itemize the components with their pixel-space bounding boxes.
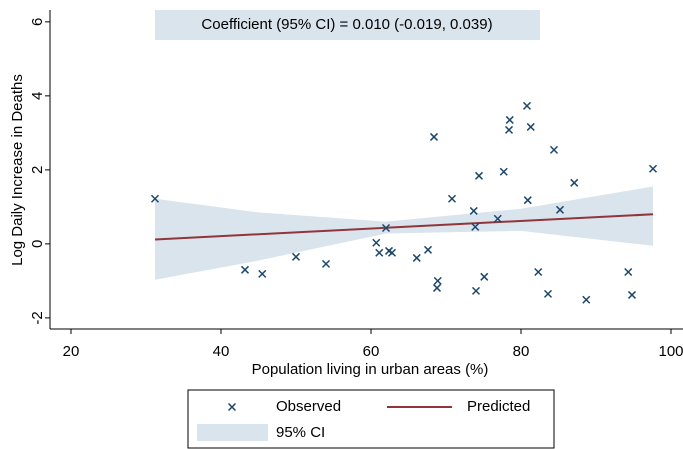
observed-point — [474, 171, 484, 180]
observed-point — [499, 167, 508, 176]
plot-area — [150, 101, 658, 304]
annotation: Coefficient (95% CI) = 0.010 (-0.019, 0.… — [201, 16, 492, 33]
legend-swatch — [197, 424, 268, 441]
legend-label: Predicted — [467, 398, 530, 415]
observed-point — [471, 222, 480, 231]
y-tick-label: 6 — [29, 18, 46, 26]
observed-point — [624, 267, 633, 277]
legend: Observed Predicted 95% CI — [197, 398, 530, 441]
observed-point — [627, 290, 637, 299]
observed-point — [372, 238, 381, 247]
observed-point — [471, 286, 481, 295]
observed-point — [570, 178, 579, 187]
observed-point — [543, 289, 553, 298]
observed-point — [523, 196, 532, 205]
legend-label: 95% CI — [276, 424, 325, 441]
y-tick-label: -2 — [29, 311, 46, 324]
y-tick-label: 0 — [29, 240, 46, 248]
observed-point — [432, 283, 442, 292]
observed-point — [522, 101, 532, 110]
observed-point — [291, 252, 301, 261]
observed-point — [549, 145, 559, 154]
axes: -2 0 2 4 6 20 40 60 80 100 — [29, 10, 683, 360]
observed-point — [469, 206, 478, 215]
observed-point — [423, 245, 433, 254]
observed-point — [582, 295, 591, 304]
observed-point — [412, 253, 421, 262]
y-axis-title: Log Daily Increase in Deaths — [9, 74, 26, 266]
observed-point — [258, 269, 267, 278]
observed-point — [504, 125, 514, 134]
observed-point — [375, 248, 384, 257]
observed-point — [648, 164, 658, 173]
observed-point — [505, 115, 514, 124]
x-tick-label: 20 — [63, 343, 80, 360]
x-tick-label: 40 — [213, 343, 230, 360]
legend-label: Observed — [276, 398, 341, 415]
observed-point — [429, 132, 439, 141]
annotation-box — [155, 10, 540, 40]
x-tick-label: 100 — [658, 343, 683, 360]
x-axis-title: Population living in urban areas (%) — [252, 361, 489, 378]
observed-point — [534, 267, 543, 277]
observed-point — [447, 194, 457, 203]
predicted-line — [154, 213, 654, 241]
observed-point — [480, 272, 489, 281]
x-tick-label: 60 — [363, 343, 380, 360]
observed-point — [381, 223, 391, 233]
observed-point — [493, 214, 502, 223]
observed-point — [321, 259, 331, 268]
observed-point — [387, 248, 397, 257]
legend-marker — [227, 402, 237, 412]
y-tick-label: 2 — [29, 166, 46, 174]
y-tick-label: 4 — [29, 92, 46, 100]
observed-point — [150, 194, 160, 203]
observed-point — [433, 276, 442, 285]
x-tick-label: 80 — [513, 343, 530, 360]
observed-point — [526, 122, 535, 131]
observed-point — [555, 205, 565, 214]
observed-point — [240, 265, 250, 274]
ci-band — [155, 186, 653, 280]
